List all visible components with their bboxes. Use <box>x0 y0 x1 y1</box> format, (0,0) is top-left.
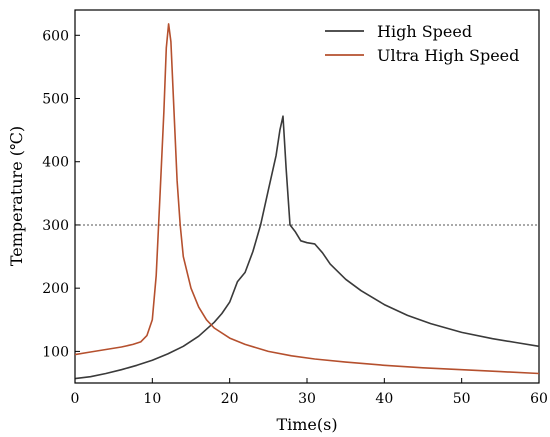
x-tick-label: 20 <box>221 391 239 407</box>
y-tick-label: 200 <box>42 281 69 297</box>
legend: High Speed Ultra High Speed <box>325 22 519 65</box>
y-axis-label: Temperature (℃) <box>7 126 26 266</box>
series-line <box>74 23 540 375</box>
y-tick-label: 100 <box>42 344 69 360</box>
y-tick-label: 400 <box>42 155 69 171</box>
x-tick-label: 60 <box>530 391 548 407</box>
x-axis-label: Time(s) <box>276 415 337 434</box>
series-layer <box>74 23 540 380</box>
legend-label: High Speed <box>377 22 472 41</box>
x-tick-label: 50 <box>453 391 471 407</box>
x-axis: 0 10 20 30 40 50 60 <box>71 378 548 407</box>
x-tick-label: 10 <box>143 391 161 407</box>
x-tick-label: 40 <box>375 391 393 407</box>
x-tick-label: 30 <box>298 391 316 407</box>
plot-frame <box>74 9 540 384</box>
series-line <box>74 115 540 380</box>
y-tick-label: 600 <box>42 28 69 44</box>
x-tick-label: 0 <box>71 391 80 407</box>
y-tick-label: 300 <box>42 218 69 234</box>
y-axis: 100 200 300 400 500 600 <box>42 28 80 360</box>
legend-label: Ultra High Speed <box>377 46 519 65</box>
y-tick-label: 500 <box>42 92 69 108</box>
